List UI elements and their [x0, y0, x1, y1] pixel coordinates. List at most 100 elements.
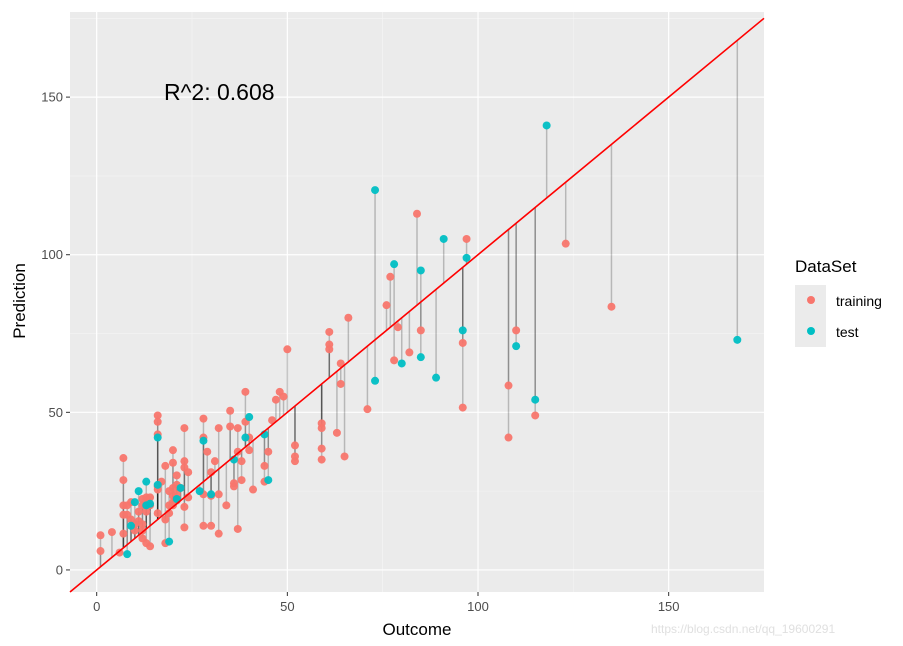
point-training — [210, 457, 219, 466]
point-training — [226, 406, 235, 415]
watermark-url: https://blog.csdn.net/qq_19600291 — [651, 622, 835, 636]
point-test — [142, 477, 151, 486]
point-training — [153, 417, 162, 426]
point-test — [531, 395, 540, 404]
point-training — [271, 395, 280, 404]
x-tick-label: 50 — [280, 599, 294, 614]
point-training — [222, 501, 231, 510]
legend-title: DataSet — [795, 257, 857, 276]
point-training — [138, 520, 147, 529]
point-training — [390, 356, 399, 365]
point-test — [146, 499, 155, 508]
point-test — [432, 373, 441, 382]
point-training — [96, 547, 105, 556]
point-training — [336, 379, 345, 388]
point-training — [180, 424, 189, 433]
point-training — [249, 485, 258, 494]
point-training — [283, 345, 292, 354]
point-training — [512, 326, 521, 335]
point-training — [119, 529, 128, 538]
point-test — [199, 436, 208, 445]
point-training — [199, 414, 208, 423]
point-training — [462, 234, 471, 243]
point-training — [458, 403, 467, 412]
legend-label-test: test — [836, 324, 859, 340]
point-training — [146, 542, 155, 551]
point-training — [382, 301, 391, 310]
point-training — [153, 509, 162, 518]
minor-gridlines — [70, 12, 764, 592]
point-test — [153, 433, 162, 442]
point-training — [279, 392, 288, 401]
data-points — [96, 121, 742, 559]
point-training — [161, 515, 170, 524]
identity-reference-line — [69, 17, 765, 593]
point-training — [180, 523, 189, 532]
point-test — [390, 260, 399, 269]
point-test — [542, 121, 551, 130]
point-training — [332, 428, 341, 437]
point-training — [458, 338, 467, 347]
point-test — [733, 335, 742, 344]
y-tick-label: 50 — [49, 405, 63, 420]
point-training — [184, 468, 193, 477]
point-test — [130, 498, 139, 507]
point-test — [127, 521, 136, 530]
point-test — [241, 433, 250, 442]
point-training — [416, 326, 425, 335]
point-test — [134, 487, 143, 496]
point-test — [512, 342, 521, 351]
point-training — [325, 345, 334, 354]
point-training — [290, 457, 299, 466]
point-training — [317, 424, 326, 433]
point-test — [264, 476, 273, 485]
point-test — [439, 234, 448, 243]
point-training — [405, 348, 414, 357]
point-test — [458, 326, 467, 335]
legend-marker-test — [807, 327, 815, 335]
r-squared-annotation: R^2: 0.608 — [164, 79, 275, 105]
point-training — [180, 502, 189, 511]
point-training — [268, 416, 277, 425]
major-gridlines — [70, 12, 764, 592]
point-test — [172, 495, 181, 504]
watermark: 拓端数据部落 https://blog.csdn.net/qq_19600291 — [651, 593, 869, 636]
legend-marker-training — [807, 296, 815, 304]
point-training — [153, 411, 162, 420]
point-training — [340, 452, 349, 461]
point-test — [462, 253, 471, 262]
point-training — [168, 458, 177, 467]
point-test — [371, 186, 380, 195]
point-training — [207, 521, 216, 530]
watermark-brand: 拓端数据部落 — [742, 595, 869, 619]
point-test — [207, 490, 216, 499]
point-test — [123, 550, 132, 559]
point-training — [119, 454, 128, 463]
wechat-logo-icon — [702, 593, 737, 619]
point-training — [245, 446, 254, 455]
point-training — [172, 471, 181, 480]
point-training — [203, 447, 212, 456]
point-training — [363, 405, 372, 414]
point-training — [290, 441, 299, 450]
point-training — [226, 422, 235, 431]
point-test — [416, 266, 425, 275]
y-tick-label: 0 — [56, 562, 63, 577]
point-training — [115, 548, 124, 557]
y-tick-label: 100 — [41, 247, 63, 262]
point-training — [241, 387, 250, 396]
point-test — [245, 413, 254, 422]
point-training — [168, 446, 177, 455]
x-axis-title: Outcome — [383, 620, 452, 639]
point-training — [199, 521, 208, 530]
x-tick-label: 0 — [93, 599, 100, 614]
y-axis-title: Prediction — [10, 263, 29, 339]
point-training — [142, 507, 151, 516]
point-training — [96, 531, 105, 540]
point-training — [336, 359, 345, 368]
point-training — [138, 526, 147, 535]
reference-line-group — [69, 17, 765, 593]
point-test — [416, 353, 425, 362]
point-training — [214, 529, 223, 538]
